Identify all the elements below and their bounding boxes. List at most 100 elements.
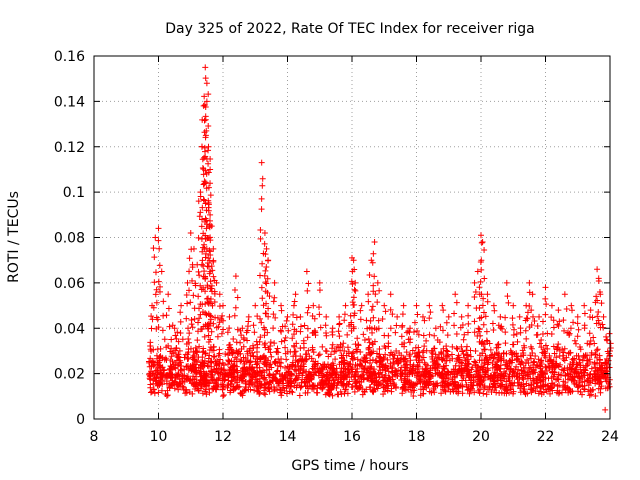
data-point	[591, 360, 598, 367]
data-point	[206, 389, 213, 396]
data-point	[202, 103, 209, 110]
data-point	[423, 337, 430, 344]
data-point	[300, 337, 307, 344]
data-point	[458, 313, 465, 320]
data-point	[527, 343, 534, 350]
data-point	[579, 391, 586, 398]
data-point	[284, 313, 291, 320]
data-point	[349, 384, 356, 391]
data-point	[269, 377, 276, 384]
data-point	[270, 298, 277, 305]
data-point	[202, 288, 209, 295]
data-point	[414, 311, 421, 318]
data-point	[263, 361, 270, 368]
data-point	[275, 349, 282, 356]
data-point	[368, 306, 375, 313]
data-point	[465, 361, 472, 368]
data-point	[376, 346, 383, 353]
data-point	[562, 379, 569, 386]
data-point	[357, 307, 364, 314]
data-point	[400, 385, 407, 392]
data-point	[387, 306, 394, 313]
data-point	[406, 370, 413, 377]
data-point	[193, 373, 200, 380]
data-point	[310, 349, 317, 356]
data-point	[158, 387, 165, 394]
x-tick-label: 20	[472, 429, 490, 445]
data-point	[230, 369, 237, 376]
data-point	[526, 303, 533, 310]
data-point	[459, 322, 466, 329]
data-point	[241, 372, 248, 379]
data-point	[191, 315, 198, 322]
data-point	[302, 389, 309, 396]
data-point	[440, 363, 447, 370]
data-point	[304, 325, 311, 332]
data-point	[534, 323, 541, 330]
data-point	[296, 392, 303, 399]
data-point	[171, 364, 178, 371]
data-point	[189, 324, 196, 331]
data-point	[215, 365, 222, 372]
data-point	[483, 337, 490, 344]
data-point	[410, 392, 417, 399]
data-point	[475, 387, 482, 394]
data-point	[204, 377, 211, 384]
data-point	[182, 351, 189, 358]
data-point	[429, 350, 436, 357]
data-point	[420, 347, 427, 354]
data-point	[538, 344, 545, 351]
data-point	[154, 316, 161, 323]
data-point	[589, 314, 596, 321]
data-point	[261, 341, 268, 348]
data-point	[295, 358, 302, 365]
data-point	[247, 358, 254, 365]
data-point	[261, 240, 268, 247]
data-point	[205, 184, 212, 191]
data-point	[205, 160, 212, 167]
data-point	[587, 338, 594, 345]
data-point	[595, 275, 602, 282]
data-point	[575, 352, 582, 359]
data-point	[348, 366, 355, 373]
data-point	[213, 384, 220, 391]
data-point	[162, 355, 169, 362]
data-point	[250, 344, 257, 351]
data-point	[155, 324, 162, 331]
data-point	[423, 365, 430, 372]
data-point	[322, 391, 329, 398]
data-point	[305, 371, 312, 378]
data-point	[398, 352, 405, 359]
data-point	[289, 335, 296, 342]
data-point	[476, 326, 483, 333]
data-point	[264, 329, 271, 336]
data-point	[555, 363, 562, 370]
data-point	[222, 350, 229, 357]
data-point	[358, 302, 365, 309]
data-point	[188, 380, 195, 387]
data-point	[434, 361, 441, 368]
data-point	[299, 356, 306, 363]
data-point	[522, 327, 529, 334]
data-point	[518, 358, 525, 365]
data-point	[480, 309, 487, 316]
data-point	[158, 268, 165, 275]
data-point	[550, 324, 557, 331]
data-point	[276, 370, 283, 377]
data-point	[399, 311, 406, 318]
data-point	[151, 390, 158, 397]
data-point	[308, 355, 315, 362]
data-point	[369, 356, 376, 363]
data-point	[196, 305, 203, 312]
data-point	[198, 261, 205, 268]
data-point	[240, 334, 247, 341]
data-point	[489, 383, 496, 390]
data-point	[498, 353, 505, 360]
data-point	[462, 357, 469, 364]
data-point	[200, 196, 207, 203]
data-point	[263, 300, 270, 307]
data-point	[297, 323, 304, 330]
data-point	[226, 367, 233, 374]
data-point	[149, 316, 156, 323]
